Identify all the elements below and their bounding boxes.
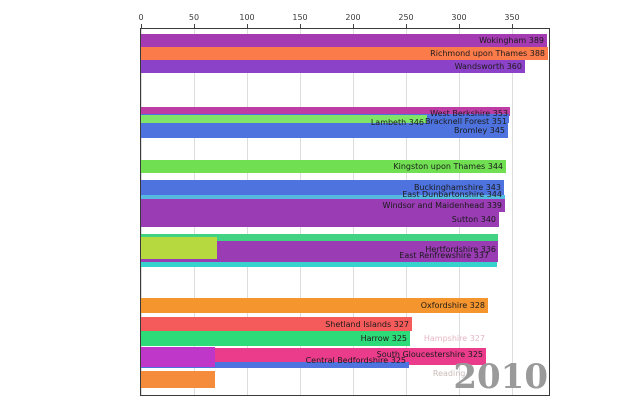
bar-label-kingston-upon-thames: Kingston upon Thames 344 <box>393 162 503 171</box>
bar-label-south-gloucestershire: South Gloucestershire 325 <box>376 350 483 359</box>
tick-label-300: 300 <box>451 13 467 22</box>
tick-label-100: 100 <box>239 13 255 22</box>
bar-label-wokingham: Wokingham 389 <box>479 36 544 45</box>
tick-label-200: 200 <box>345 13 361 22</box>
ghost-label-hampshire: Hampshire 327 <box>423 334 485 343</box>
tick-label-250: 250 <box>398 13 414 22</box>
bar-label-sutton: Sutton 340 <box>451 215 496 224</box>
bar-buckinghamshire <box>141 180 504 196</box>
tick-mark-150 <box>300 24 301 28</box>
tick-mark-50 <box>194 24 195 28</box>
tick-mark-300 <box>459 24 460 28</box>
bar-label-oxfordshire: Oxfordshire 328 <box>420 301 485 310</box>
bar-label-windsor-and-maidenhead: Windsor and Maidenhead 339 <box>382 201 502 210</box>
bar-south-gloucestershire <box>141 348 486 365</box>
ghost-label-reading: Reading 3 <box>432 369 473 378</box>
bar-wokingham <box>141 34 547 47</box>
bar-oxfordshire <box>141 298 488 313</box>
bar-label-hertfordshire: Hertfordshire 336 <box>425 245 496 254</box>
tick-mark-0 <box>141 24 142 28</box>
year-label: 2010 <box>453 357 548 397</box>
bar-wandsworth <box>141 60 525 73</box>
bar-label-harrow: Harrow 325 <box>360 334 407 343</box>
bar-unlabeled-magenta <box>141 347 215 367</box>
bar-harrow <box>141 331 410 346</box>
tick-label-150: 150 <box>292 13 308 22</box>
plot-border <box>140 28 550 396</box>
bar-west-berkshire <box>141 107 510 116</box>
bar-label-bracknell-forest: Bracknell Forest 351 <box>424 117 507 126</box>
bar-label-west-berkshire: West Berkshire 353 <box>430 109 508 118</box>
tick-mark-100 <box>247 24 248 28</box>
bar-label-east-dunbartonshire: East Dunbartonshire 344 <box>402 190 502 199</box>
bar-label-wandsworth: Wandsworth 360 <box>454 62 522 71</box>
bar-east-dunbartonshire <box>141 195 505 199</box>
bar-kingston-upon-thames <box>141 160 506 173</box>
bar-unlabeled-yellowgreen <box>141 237 217 259</box>
bar-hertfordshire <box>141 241 498 262</box>
bar-label-central-bedfordshire: Central Bedfordshire 325 <box>305 356 406 365</box>
bar-central-bedfordshire <box>141 362 409 368</box>
tick-mark-250 <box>406 24 407 28</box>
bar-lambeth <box>141 115 427 123</box>
bar-east-renfrewshire <box>141 262 497 267</box>
bar-label-richmond-upon-thames: Richmond upon Thames 388 <box>430 49 545 58</box>
bar-label-shetland-islands: Shetland Islands 327 <box>325 320 409 329</box>
gridline-350 <box>512 28 513 396</box>
bar-shetland-islands <box>141 317 412 331</box>
bar-sutton <box>141 212 499 227</box>
bar-bromley <box>141 123 508 138</box>
tick-label-0: 0 <box>138 13 144 22</box>
bar-richmond-upon-thames <box>141 47 548 60</box>
bar-label-lambeth: Lambeth 346 <box>370 118 424 127</box>
bar-label-east-renfrewshire: East Renfrewshire 337 <box>399 251 489 260</box>
tick-mark-350 <box>512 24 513 28</box>
bar-label-buckinghamshire: Buckinghamshire 343 <box>413 183 501 192</box>
bar-label-bromley: Bromley 345 <box>454 126 505 135</box>
bar-unlabeled-orange <box>141 371 215 388</box>
tick-label-50: 50 <box>188 13 200 22</box>
tick-label-350: 350 <box>504 13 520 22</box>
bar-windsor-and-maidenhead <box>141 199 505 212</box>
tick-mark-200 <box>353 24 354 28</box>
